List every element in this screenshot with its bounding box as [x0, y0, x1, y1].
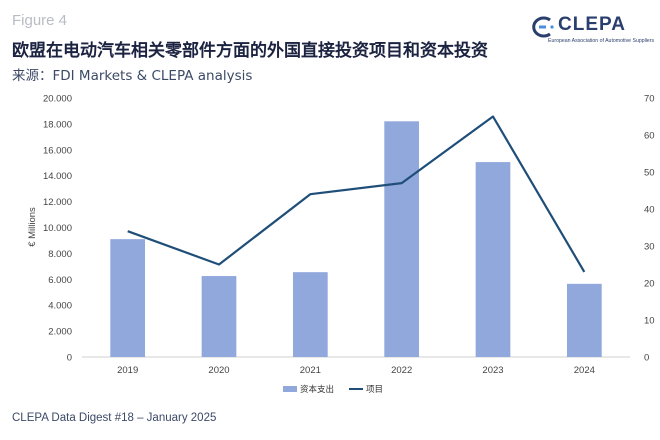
y-tick-label: 8.000: [48, 249, 72, 260]
y2-tick-label: 50: [644, 168, 655, 179]
y-tick-label: 12.000: [43, 197, 72, 208]
y-tick-label: 0: [67, 353, 72, 364]
x-tick-label: 2019: [117, 365, 138, 376]
legend-line-label: 项目: [366, 385, 383, 395]
y2-tick-label: 10: [644, 316, 655, 327]
x-tick-label: 2023: [482, 365, 503, 376]
y-tick-label: 6.000: [48, 275, 72, 286]
bar: [475, 162, 511, 357]
bar: [292, 272, 328, 357]
figure-label: Figure 4: [12, 12, 68, 29]
x-tick-label: 2021: [300, 365, 321, 376]
y2-tick-label: 0: [644, 353, 649, 364]
y-tick-label: 18.000: [43, 119, 72, 130]
x-axis: 2019 2020 2021 2022 2023 2024: [117, 365, 595, 376]
x-tick-label: 2020: [208, 365, 229, 376]
chart-source: 来源：FDI Markets & CLEPA analysis: [12, 68, 253, 84]
bar: [566, 283, 602, 357]
bar: [384, 121, 420, 357]
y-tick-label: 16.000: [43, 145, 72, 156]
y2-tick-label: 20: [644, 279, 655, 290]
chart-title: 欧盟在电动汽车相关零部件方面的外国直接投资项目和资本投资: [12, 41, 488, 61]
y-tick-label: 4.000: [48, 301, 72, 312]
logo-name: CLEPA: [558, 14, 626, 35]
y2-tick-label: 30: [644, 242, 655, 253]
legend: 资本支出 项目: [283, 384, 383, 395]
right-axis: 0 10 20 30 40 50 60 70: [644, 94, 655, 364]
bar-series: [110, 121, 602, 357]
legend-bar-label: 资本支出: [300, 384, 334, 395]
logo-tagline: European Association of Automotive Suppl…: [548, 38, 655, 44]
y-tick-label: 2.000: [48, 327, 72, 338]
clepa-logo: CLEPA European Association of Automotive…: [530, 14, 654, 46]
y-tick-label: 20.000: [43, 94, 72, 105]
left-axis: 0 2.000 4.000 6.000 8.000 10.000 12.000 14.000 1…: [43, 94, 72, 364]
x-tick-label: 2024: [574, 365, 595, 376]
y2-tick-label: 40: [644, 205, 655, 216]
bar: [201, 276, 237, 357]
legend-bar-swatch: [283, 386, 297, 392]
line-series: [127, 115, 586, 273]
y-axis-title: € Millions: [27, 207, 38, 247]
y2-tick-label: 70: [644, 94, 655, 105]
bar: [110, 239, 146, 357]
clepa-logo-icon: [532, 16, 554, 38]
y2-tick-label: 60: [644, 131, 655, 142]
y-tick-label: 14.000: [43, 171, 72, 182]
x-tick-label: 2022: [391, 365, 412, 376]
footer-note: CLEPA Data Digest #18 – January 2025: [12, 412, 217, 424]
y-tick-label: 10.000: [43, 223, 72, 234]
